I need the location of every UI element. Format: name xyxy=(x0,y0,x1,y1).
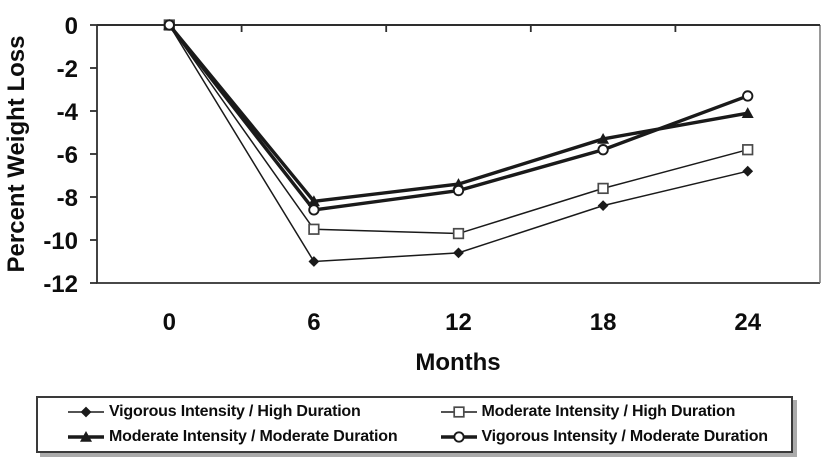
series-3-point-2-circle-marker xyxy=(452,184,465,197)
y-tick-label: -6 xyxy=(57,142,78,169)
axes: 0 -2 -4 -6 -8 -10 -12 0 6 12 18 24 xyxy=(43,13,821,336)
legend-item-3: Vigorous Intensity / Moderate Duration xyxy=(415,428,788,446)
x-tick-label: 18 xyxy=(590,309,617,336)
y-tick-label: -10 xyxy=(43,228,78,255)
y-tick-label: -4 xyxy=(57,99,79,126)
series-0-point-4-diamond-marker xyxy=(742,165,754,177)
legend-swatch-circle-icon xyxy=(440,431,477,443)
y-tick-label: -2 xyxy=(57,56,78,83)
legend-swatch-triangle-icon xyxy=(68,430,104,442)
series-group xyxy=(163,19,754,267)
series-0-point-2-diamond-marker xyxy=(453,247,464,259)
series-2-point-3-triangle-marker xyxy=(597,132,610,144)
legend-1-square-marker xyxy=(452,406,465,418)
y-tick-label: -8 xyxy=(57,185,78,212)
x-tick-label: 12 xyxy=(445,309,472,336)
series-3-point-3-circle-marker xyxy=(597,144,609,156)
y-axis-title: Percent Weight Loss xyxy=(3,36,30,273)
legend-swatch-diamond-icon xyxy=(68,406,104,418)
x-axis-title: Months xyxy=(415,349,500,376)
series-line-0 xyxy=(168,24,748,263)
series-1-point-2-square-marker xyxy=(452,227,465,240)
legend: Vigorous Intensity / High Duration Modera… xyxy=(36,396,793,453)
series-3-point-0-circle-marker xyxy=(163,19,175,31)
series-line-2 xyxy=(167,23,748,204)
series-1-point-3-square-marker xyxy=(597,182,609,195)
y-tick-label: 0 xyxy=(65,13,78,40)
series-2-point-4-triangle-marker xyxy=(741,107,754,118)
series-3 xyxy=(163,19,754,216)
legend-item-0: Vigorous Intensity / High Duration xyxy=(42,403,415,421)
series-1-point-4-square-marker xyxy=(742,144,754,156)
x-tick-label: 6 xyxy=(307,309,320,336)
series-0-point-3-diamond-marker xyxy=(597,200,609,211)
x-tick-label: 0 xyxy=(163,309,176,336)
legend-label-2: Moderate Intensity / Moderate Duration xyxy=(109,427,398,445)
series-3-point-4-circle-marker xyxy=(742,90,754,102)
legend-label-1: Moderate Intensity / High Duration xyxy=(481,403,736,421)
series-3-point-1-circle-marker xyxy=(308,204,320,216)
series-0-point-1-diamond-marker xyxy=(308,256,320,267)
legend-3-circle-marker xyxy=(452,431,465,443)
legend-0-diamond-marker xyxy=(80,406,92,418)
legend-label-0: Vigorous Intensity / High Duration xyxy=(109,403,361,421)
legend-swatch-square-icon xyxy=(440,406,477,418)
y-tick-label: -12 xyxy=(43,271,78,298)
legend-label-3: Vigorous Intensity / Moderate Duration xyxy=(481,427,769,445)
x-tick-label: 24 xyxy=(734,309,761,336)
legend-item-2: Moderate Intensity / Moderate Duration xyxy=(42,428,415,446)
series-1-point-1-square-marker xyxy=(308,223,320,235)
legend-2-triangle-marker xyxy=(80,430,92,442)
legend-item-1: Moderate Intensity / High Duration xyxy=(415,403,788,421)
series-2 xyxy=(163,19,754,207)
